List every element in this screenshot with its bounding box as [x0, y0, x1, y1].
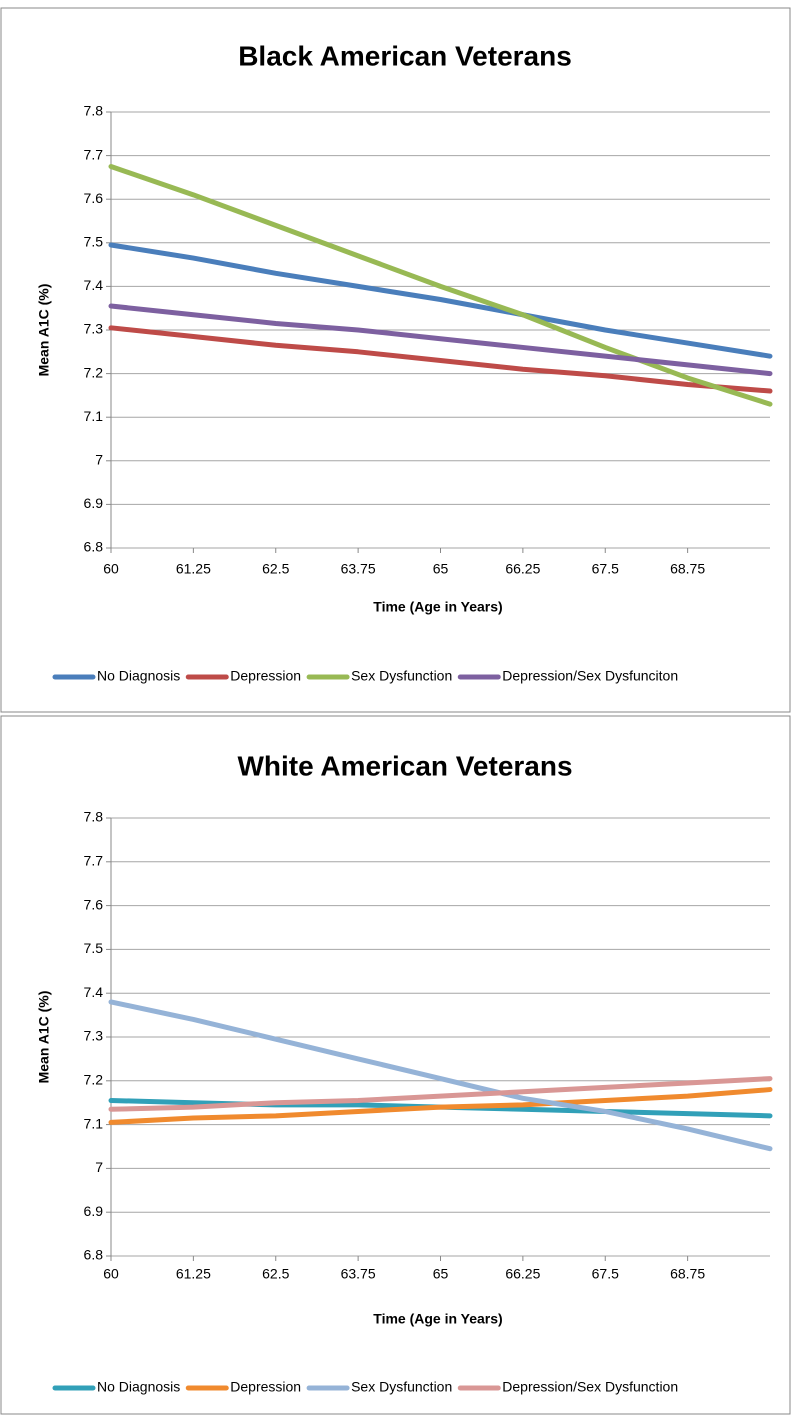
x-tick-label: 68.75	[670, 561, 705, 577]
x-tick-label: 62.5	[262, 1266, 289, 1282]
y-tick-label: 7.1	[84, 408, 104, 424]
data-line	[108, 303, 773, 377]
y-tick-label: 7.6	[84, 896, 104, 912]
y-tick-label: 7.2	[84, 364, 104, 380]
chart-title: White American Veterans	[237, 750, 572, 781]
y-tick-label: 7.8	[84, 103, 104, 119]
x-tick-label: 65	[433, 1266, 449, 1282]
x-tick-label: 60	[103, 561, 119, 577]
legend-label: Depression	[230, 1379, 301, 1395]
legend-label: No Diagnosis	[97, 1379, 180, 1395]
y-tick-label: 7.7	[84, 146, 104, 162]
y-tick-label: 7.5	[84, 234, 104, 250]
x-tick-label: 63.75	[341, 1266, 376, 1282]
legend-label: Depression/Sex Dysfunciton	[502, 668, 678, 684]
y-tick-label: 7	[95, 1159, 103, 1175]
y-tick-label: 7.1	[84, 1115, 104, 1131]
legend-label: Depression/Sex Dysfunction	[502, 1379, 678, 1395]
panel-border	[0, 715, 791, 1415]
x-axis-title: Time (Age in Years)	[373, 1311, 502, 1327]
chart-title: Black American Veterans	[238, 40, 572, 71]
y-tick-label: 7	[95, 452, 103, 468]
y-tick-label: 7.7	[84, 853, 104, 869]
y-tick-label: 7.5	[84, 940, 104, 956]
legend-label: Depression	[230, 668, 301, 684]
data-line	[108, 164, 773, 407]
x-tick-label: 68.75	[670, 1266, 705, 1282]
x-tick-label: 61.25	[176, 561, 211, 577]
data-line	[108, 999, 773, 1152]
data-line	[108, 325, 773, 394]
y-tick-label: 7.3	[84, 321, 104, 337]
x-tick-label: 61.25	[176, 1266, 211, 1282]
x-tick-label: 63.75	[341, 561, 376, 577]
x-tick-label: 65	[433, 561, 449, 577]
y-tick-label: 6.8	[84, 539, 104, 555]
y-tick-label: 7.6	[84, 190, 104, 206]
x-tick-label: 67.5	[592, 561, 619, 577]
x-tick-label: 66.25	[505, 561, 540, 577]
data-line	[108, 242, 773, 359]
y-tick-label: 7.3	[84, 1028, 104, 1044]
legend-label: Sex Dysfunction	[351, 668, 452, 684]
chart: White American Veterans 6.8 6.9 7 7.1 7.2 7.3 7…	[36, 750, 773, 1395]
x-axis-title: Time (Age in Years)	[373, 599, 502, 615]
y-tick-label: 7.2	[84, 1072, 104, 1088]
y-tick-label: 6.9	[84, 1203, 104, 1219]
x-tick-label: 67.5	[592, 1266, 619, 1282]
x-tick-label: 66.25	[505, 1266, 540, 1282]
y-tick-label: 7.4	[84, 277, 104, 293]
y-tick-label: 7.8	[84, 809, 104, 825]
y-tick-label: 6.8	[84, 1247, 104, 1263]
legend-label: No Diagnosis	[97, 668, 180, 684]
data-line	[108, 1076, 773, 1112]
data-line	[108, 1087, 773, 1125]
x-tick-label: 60	[103, 1266, 119, 1282]
y-tick-label: 7.4	[84, 984, 104, 1000]
y-tick-label: 6.9	[84, 495, 104, 511]
y-axis-title: Mean A1C (%)	[36, 284, 52, 377]
y-axis-title: Mean A1C (%)	[36, 991, 52, 1084]
x-tick-label: 62.5	[262, 561, 289, 577]
legend-label: Sex Dysfunction	[351, 1379, 452, 1395]
chart: Black American Veterans 6.8 6.9 7 7.1 7.2 7.3 7…	[36, 40, 773, 684]
